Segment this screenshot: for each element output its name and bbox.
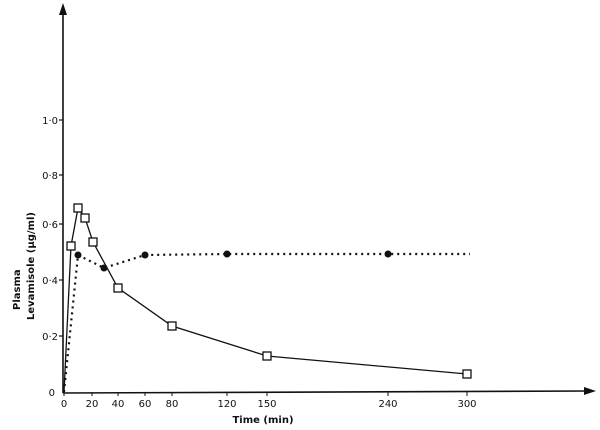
square-marker-icon: [113, 283, 123, 293]
x-tick-label: 120: [217, 399, 236, 410]
x-tick-label: 40: [112, 399, 125, 410]
x-axis: [62, 390, 589, 394]
square-marker-icon: [80, 213, 90, 223]
y-axis-arrow-icon: [59, 3, 67, 15]
series-markers: [66, 203, 472, 379]
y-tick-label: 0·6: [42, 220, 58, 231]
circle-marker-icon: [141, 251, 149, 259]
x-tick-label: 150: [257, 399, 276, 410]
x-tick-label: 0: [61, 399, 67, 410]
series-lines: [62, 206, 470, 393]
circle-marker-icon: [74, 251, 82, 259]
x-axis-title: Time (min): [232, 415, 293, 426]
y-axis-title-line2: Levamisole (µg/ml): [26, 212, 37, 320]
x-tick-label: 240: [378, 399, 397, 410]
y-ticks: 0 0·2 0·4 0·6 0·8 1·0: [42, 116, 63, 399]
square-marker-icon: [262, 351, 272, 361]
x-tick-label: 60: [139, 399, 152, 410]
circle-marker-icon: [223, 250, 231, 258]
y-tick-label: 0·8: [42, 171, 58, 182]
square-marker-icon: [167, 321, 177, 331]
square-marker-icon: [73, 203, 83, 213]
square-marker-icon: [66, 241, 76, 251]
circle-marker-icon: [384, 250, 392, 258]
x-tick-label: 80: [166, 399, 179, 410]
x-ticks: 0 20 40 60 80 120 150 240 300: [61, 392, 477, 410]
y-tick-label: 1·0: [42, 116, 58, 127]
square-marker-icon: [88, 237, 98, 247]
square-marker-icon: [462, 369, 472, 379]
y-axis-title-line1: Plasma: [12, 269, 23, 310]
x-tick-label: 300: [457, 399, 476, 410]
x-tick-label: 20: [86, 399, 99, 410]
y-tick-label: 0·4: [42, 276, 58, 287]
series-line-1: [63, 206, 468, 393]
x-axis-arrow-icon: [584, 387, 596, 395]
y-tick-label: 0·2: [42, 332, 58, 343]
series-line-2: [62, 252, 470, 393]
y-tick-label: 0: [49, 388, 55, 399]
circle-marker-icon: [100, 264, 108, 272]
